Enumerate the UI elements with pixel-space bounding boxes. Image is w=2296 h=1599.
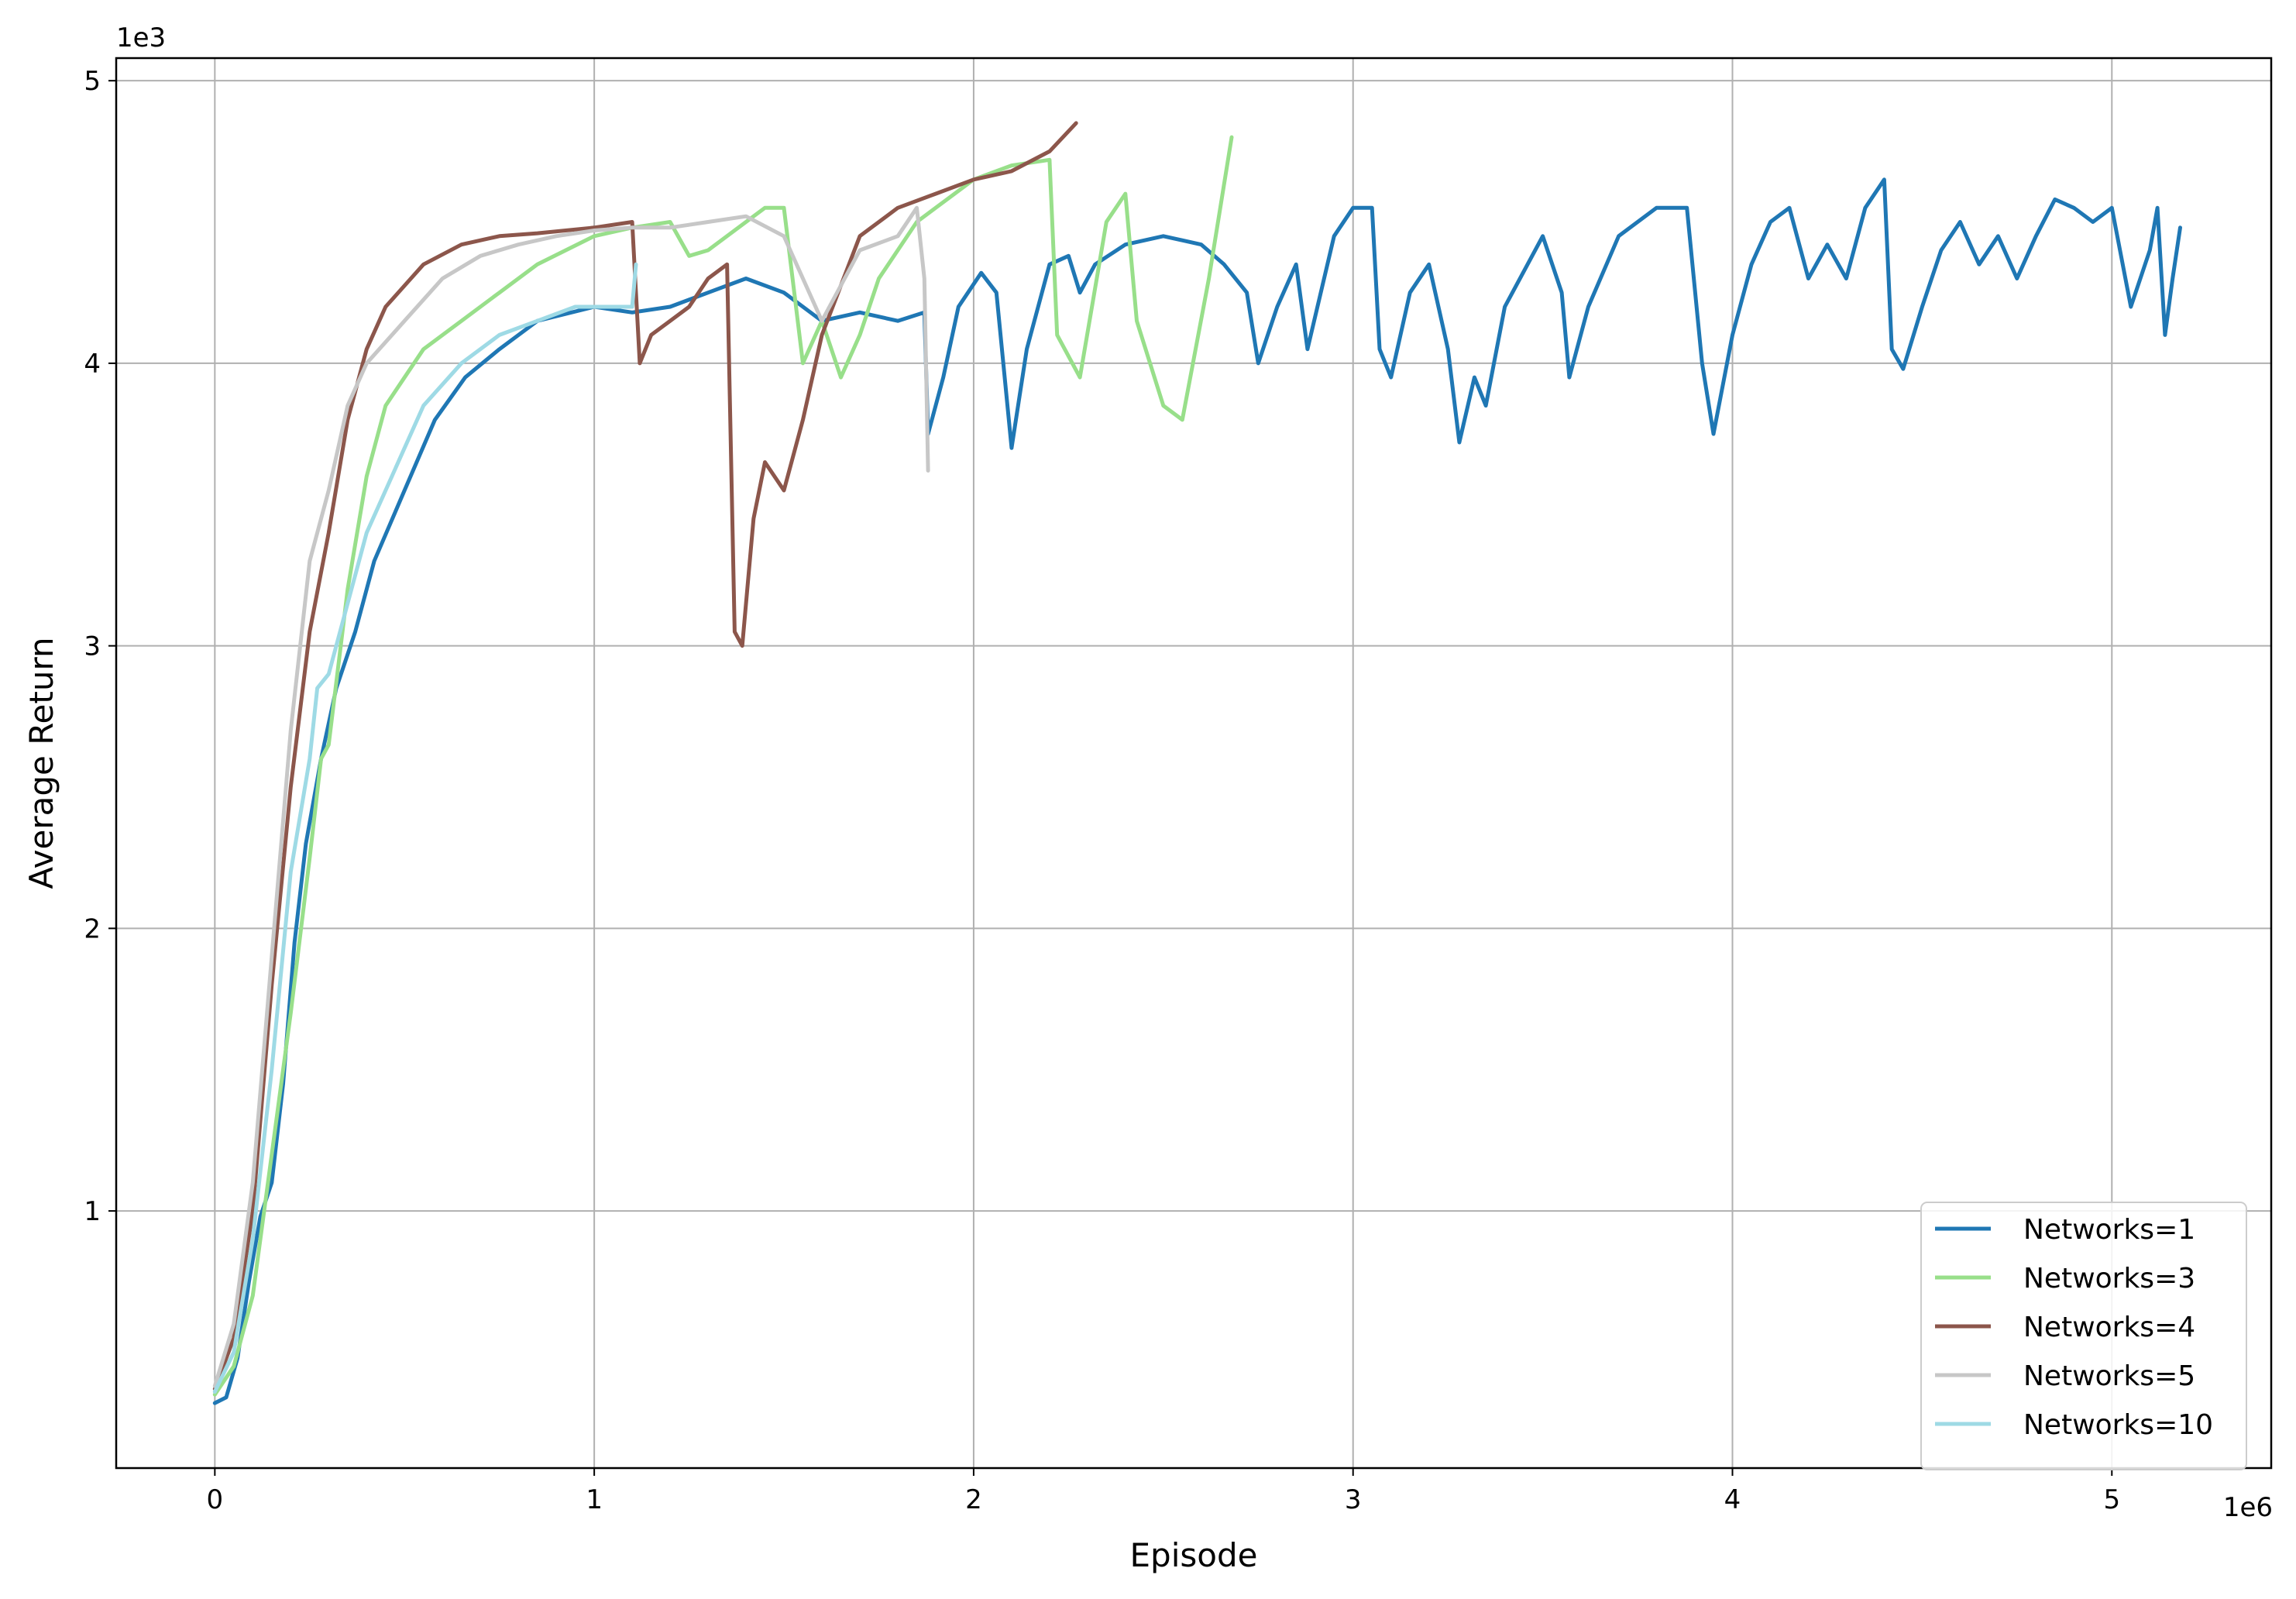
y-tick-label: 3 bbox=[84, 631, 101, 662]
x-tick-label: 0 bbox=[207, 1484, 224, 1515]
x-tick-label: 4 bbox=[1724, 1484, 1741, 1515]
series-lines bbox=[212, 121, 2182, 1405]
y-tick-label: 1 bbox=[84, 1196, 101, 1227]
legend-label: Networks=4 bbox=[2023, 1312, 2195, 1343]
legend-label: Networks=5 bbox=[2023, 1360, 2195, 1392]
y-axis-title: Average Return bbox=[22, 637, 60, 889]
y-tick-label: 4 bbox=[84, 349, 101, 380]
legend-label: Networks=10 bbox=[2023, 1409, 2213, 1441]
y-tick-label: 5 bbox=[84, 66, 101, 97]
x-axis-title: Episode bbox=[1130, 1536, 1258, 1574]
series-line-4 bbox=[212, 205, 930, 1388]
legend-box bbox=[1920, 1202, 2247, 1470]
y-axis-multiplier: 1e3 bbox=[116, 22, 166, 53]
x-tick-label: 3 bbox=[1345, 1484, 1362, 1515]
x-tick-label: 1 bbox=[586, 1484, 603, 1515]
series-line-5 bbox=[212, 262, 638, 1394]
series-line-1 bbox=[212, 177, 2182, 1405]
legend: Networks=1 Networks=3 Networks=4 Networks=5… bbox=[1920, 1202, 2247, 1470]
x-axis-multiplier: 1e6 bbox=[2223, 1492, 2273, 1523]
x-axis-ticks: 0 1 2 3 4 5 bbox=[207, 1468, 2120, 1515]
legend-label: Networks=1 bbox=[2023, 1214, 2195, 1246]
y-tick-label: 2 bbox=[84, 913, 101, 944]
x-tick-label: 2 bbox=[965, 1484, 982, 1515]
x-tick-label: 5 bbox=[2103, 1484, 2120, 1515]
series-line-3 bbox=[212, 121, 1078, 1391]
y-axis-ticks: 1 2 3 4 5 bbox=[84, 66, 116, 1227]
plot-area-frame bbox=[115, 57, 2273, 1470]
legend-label: Networks=3 bbox=[2023, 1263, 2195, 1295]
series-line-2 bbox=[212, 135, 1234, 1397]
